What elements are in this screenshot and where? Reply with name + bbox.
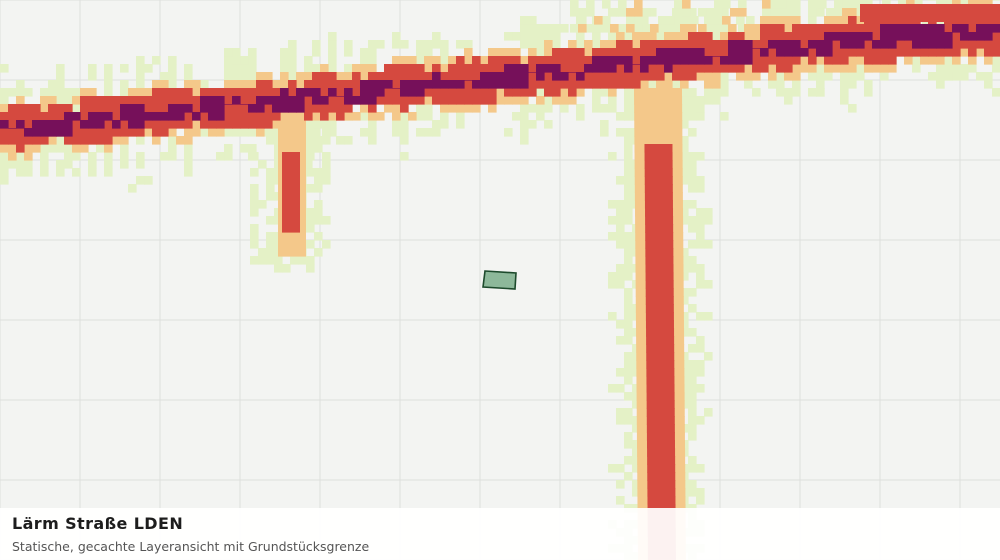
noise-level-4 (0, 24, 1000, 137)
map-title: Lärm Straße LDEN (12, 514, 184, 533)
map-caption: Lärm Straße LDEN Statische, gecachte Lay… (0, 508, 1000, 560)
parcel-boundary[interactable] (482, 270, 517, 290)
map-subtitle: Statische, gecachte Layeransicht mit Gru… (12, 539, 370, 554)
